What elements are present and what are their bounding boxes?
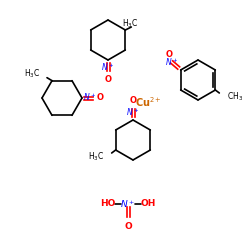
Text: $N^+$: $N^+$ — [126, 106, 140, 118]
Text: H$_3$C: H$_3$C — [24, 68, 40, 80]
Text: O: O — [165, 50, 172, 59]
Text: H$_3$C: H$_3$C — [122, 18, 138, 30]
Text: OH: OH — [140, 200, 156, 208]
Text: $N^+$: $N^+$ — [101, 61, 115, 73]
Text: $N^+$: $N^+$ — [165, 56, 179, 68]
Text: O: O — [104, 75, 112, 84]
Text: $N^+$: $N^+$ — [120, 198, 136, 210]
Text: O: O — [130, 96, 136, 105]
Text: HO: HO — [100, 200, 116, 208]
Text: H$_3$C: H$_3$C — [88, 151, 105, 163]
Text: O: O — [124, 222, 132, 231]
Text: CH$_3$: CH$_3$ — [227, 91, 244, 103]
Text: Cu$^{2+}$: Cu$^{2+}$ — [135, 95, 161, 109]
Text: O: O — [97, 94, 104, 102]
Text: $N^+$: $N^+$ — [83, 91, 96, 103]
